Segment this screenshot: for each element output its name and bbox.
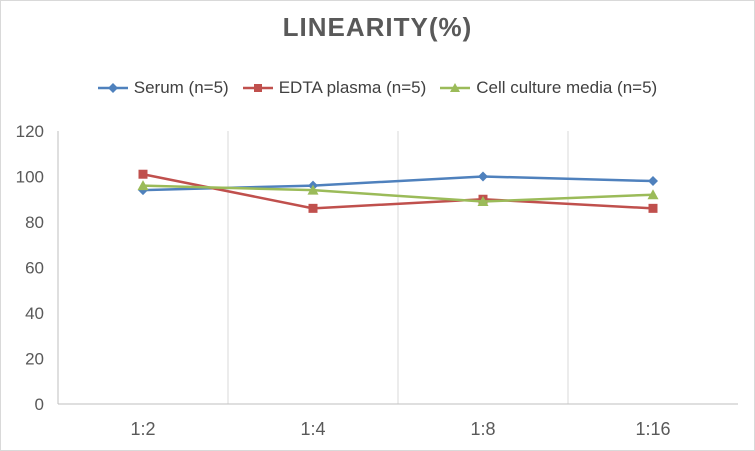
- y-tick-label: 0: [35, 395, 44, 414]
- data-point-cell-culture-media: [477, 196, 489, 207]
- x-tick-label: 1:4: [300, 419, 325, 439]
- data-point-cell-culture-media: [307, 184, 319, 195]
- series-line-cell-culture-media: [142, 184, 654, 203]
- legend-item-serum: Serum (n=5): [97, 78, 229, 98]
- data-point-edta-plasma: [308, 203, 318, 213]
- data-point-cell-culture-media: [647, 189, 659, 200]
- legend-label-edta-plasma: EDTA plasma (n=5): [278, 78, 427, 97]
- y-tick-label: 120: [16, 122, 44, 141]
- chart-title: LINEARITY(%): [282, 12, 473, 42]
- x-tick-label: 1:16: [635, 419, 670, 439]
- x-tick-label: 1:8: [470, 419, 495, 439]
- data-point-edta-plasma: [138, 169, 148, 179]
- y-tick-label: 100: [16, 168, 44, 187]
- y-tick-label: 40: [25, 304, 44, 323]
- chart-legend: Serum (n=5) EDTA plasma (n=5) Cell cultu…: [0, 78, 755, 98]
- series-line-edta-plasma: [142, 172, 654, 210]
- data-point-edta-plasma: [648, 203, 658, 213]
- legend-marker-serum: [97, 83, 128, 93]
- y-tick-label: 20: [25, 350, 44, 369]
- y-tick-label: 80: [25, 213, 44, 232]
- legend-item-edta-plasma: EDTA plasma (n=5): [242, 78, 427, 98]
- data-point-serum: [478, 171, 488, 182]
- legend-label-cell-culture-media: Cell culture media (n=5): [476, 78, 658, 97]
- legend-marker-cell-culture-media: [440, 83, 471, 92]
- legend-marker-edta-plasma: [242, 84, 273, 92]
- x-tick-label: 1:2: [130, 419, 155, 439]
- legend-label-serum: Serum (n=5): [133, 78, 229, 97]
- legend-item-cell-culture-media: Cell culture media (n=5): [440, 78, 657, 98]
- data-point-cell-culture-media: [137, 180, 149, 191]
- y-tick-label: 60: [25, 259, 44, 278]
- data-point-serum: [648, 176, 658, 187]
